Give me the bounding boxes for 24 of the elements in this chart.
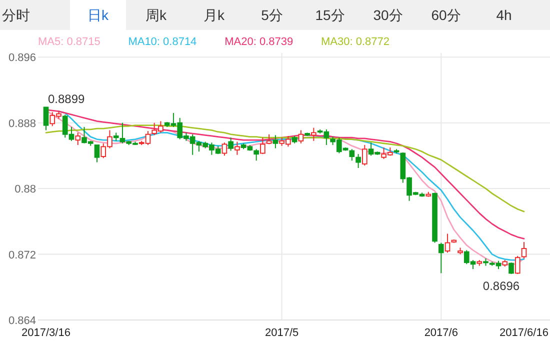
text: 30分: [373, 7, 403, 23]
text: 月k: [204, 7, 226, 23]
text: 5分: [261, 7, 283, 23]
text: MA30: 0.8772: [321, 36, 390, 48]
text: MA10: 0.8714: [128, 36, 197, 48]
text: 周k: [146, 7, 168, 23]
text: 分时: [2, 7, 30, 23]
x-tick-label: 2017/6: [424, 327, 458, 339]
x-tick-label: 2017/3/16: [22, 327, 70, 339]
y-tick-label: 0.896: [8, 52, 36, 64]
text: 60分: [431, 7, 461, 23]
annotation: 0.8899: [48, 92, 86, 106]
text: 4h: [496, 7, 512, 23]
text: 日k: [88, 7, 110, 23]
y-tick-label: 0.88: [14, 184, 36, 196]
text: MA5: 0.8715: [38, 36, 100, 48]
y-tick-label: 0.888: [8, 118, 36, 130]
annotation: 0.8696: [482, 278, 520, 293]
y-tick-label: 0.872: [8, 249, 36, 262]
text: MA20: 0.8739: [224, 36, 294, 48]
x-tick-label: 2017/5: [264, 327, 299, 339]
x-tick-label: 2017/6/16: [500, 327, 548, 339]
y-tick-label: 0.864: [8, 315, 36, 327]
text: 15分: [315, 7, 345, 23]
